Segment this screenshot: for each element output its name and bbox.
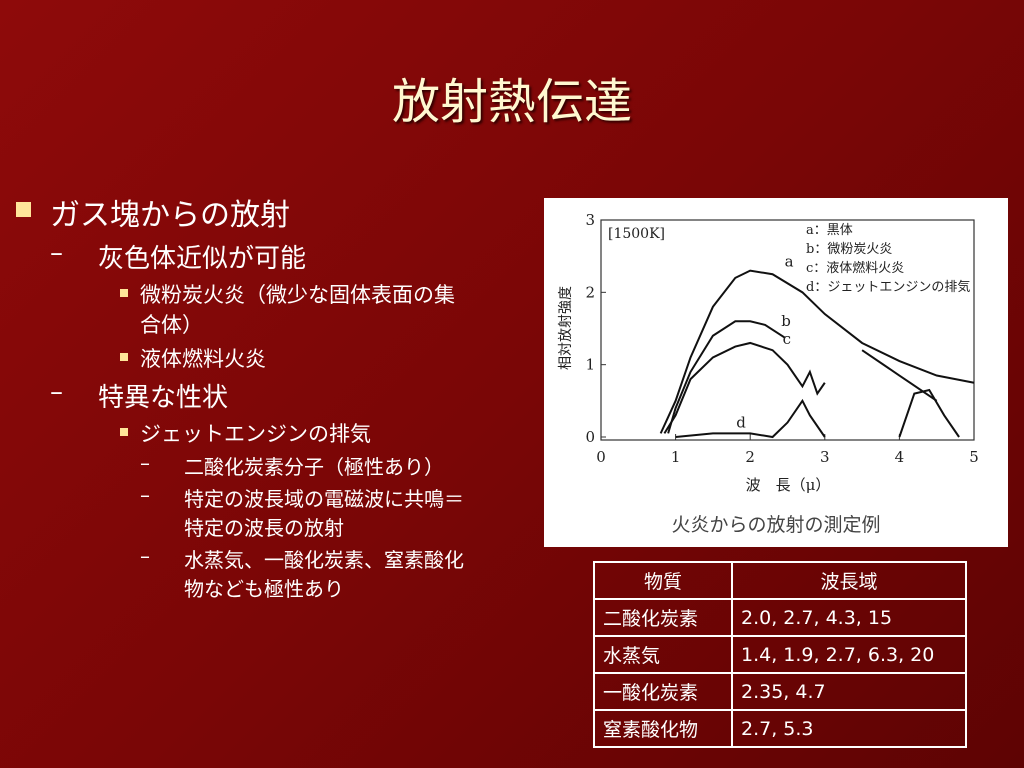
bullet-text: 特定の波長域の電磁波に共鳴＝特定の波長の放射 [184, 487, 464, 540]
slide-title: 放射熱伝達 [391, 74, 632, 130]
bullet-marker: – [50, 377, 63, 407]
wavelength-table: 物質 波長域 二酸化炭素 2.0, 2.7, 4.3, 15 水蒸気 1.4, 1.9, … [593, 561, 967, 748]
table-cell: 一酸化炭素 [593, 672, 733, 711]
bullet-item: ジェットエンジンの排気 – 二酸化炭素分子（極性あり） – 特定の波長域の電磁波に共鳴＝… [98, 418, 534, 602]
table-cell: 二酸化炭素 [593, 598, 733, 637]
bullet-marker: – [140, 483, 150, 507]
table-row: 二酸化炭素 2.0, 2.7, 4.3, 15 [593, 598, 967, 637]
x-tick-label: 1 [671, 448, 681, 466]
bullet-item: – 灰色体近似が可能微粉炭火炎（微少な固体表面の集合体） 液体燃料火炎 [50, 238, 534, 373]
bullet-item: ガス塊からの放射 – 灰色体近似が可能微粉炭火炎（微少な固体表面の集合体） 液体燃料火… [14, 190, 534, 602]
bullet-text: 灰色体近似が可能 [98, 244, 307, 274]
table-cell: 水蒸気 [593, 635, 733, 674]
bullet-text: 微粉炭火炎（微少な固体表面の集合体） [140, 283, 455, 337]
bullet-item: – 水蒸気、一酸化炭素、窒素酸化物なども極性あり [140, 544, 534, 602]
table-cell: 2.35, 4.7 [731, 672, 967, 711]
curve [663, 341, 826, 434]
table-row: 水蒸気 1.4, 1.9, 2.7, 6.3, 20 [593, 635, 967, 674]
legend-entry: c：液体燃料火炎 [806, 260, 904, 276]
x-tick-label: 0 [596, 448, 606, 466]
bullet-list: ガス塊からの放射 – 灰色体近似が可能微粉炭火炎（微少な固体表面の集合体） 液体燃料火… [14, 190, 534, 606]
legend-entry: a：黒体 [806, 223, 853, 238]
bullet-item: – 二酸化炭素分子（極性あり） [140, 451, 534, 480]
bullet-text: 水蒸気、一酸化炭素、窒素酸化物なども極性あり [184, 548, 464, 601]
x-tick-label: 4 [895, 448, 905, 466]
annotation: [1500K] [608, 226, 665, 242]
x-tick-label: 5 [969, 448, 979, 466]
legend-entry: b：微粉炭火炎 [806, 242, 892, 257]
figure: [1500K] 相対放射強度 波 長（μ） 火炎からの放射の測定例 0 1 2 3 4 5… [544, 198, 1008, 547]
bullet-text: ジェットエンジンの排気 [140, 422, 371, 446]
bullet-text: 液体燃料火炎 [140, 347, 266, 371]
bullet-text: 特異な性状 [98, 383, 229, 413]
plot-frame [600, 219, 975, 441]
curve-label: c [783, 330, 791, 348]
bullet-marker [120, 289, 128, 297]
bullet-marker: – [140, 451, 150, 475]
table-header-cell: 物質 [593, 561, 733, 600]
table-cell: 窒素酸化物 [593, 709, 733, 748]
bullet-text: 二酸化炭素分子（極性あり） [184, 455, 444, 479]
bullet-marker: – [50, 238, 63, 268]
caption: 火炎からの放射の測定例 [671, 514, 880, 536]
y-axis-label: 相対放射強度 [558, 286, 574, 370]
x-axis-label: 波 長（μ） [746, 476, 831, 494]
bullet-item: – 特異な性状ジェットエンジンの排気 – 二酸化炭素分子（極性あり） – 特定の波長域の電… [50, 377, 534, 602]
bullet-marker: – [140, 544, 150, 568]
x-tick-label: 3 [820, 448, 830, 466]
x-tick-label: 2 [745, 448, 755, 466]
bullet-marker [120, 428, 128, 436]
y-tick-label: 2 [585, 283, 595, 301]
table-header: 物質 波長域 [593, 561, 967, 600]
y-tick-label: 3 [585, 211, 595, 229]
y-tick-label: 0 [585, 428, 595, 446]
bullet-item: – 特定の波長域の電磁波に共鳴＝特定の波長の放射 [140, 483, 534, 541]
table-cell: 2.7, 5.3 [731, 709, 967, 748]
curve [659, 269, 975, 434]
curve-label: b [781, 312, 791, 330]
curve [675, 388, 960, 439]
curve-label: a [785, 252, 794, 270]
bullet-marker [120, 353, 128, 361]
curve [667, 320, 938, 434]
figure-background [544, 198, 1008, 547]
bullet-item: 微粉炭火炎（微少な固体表面の集合体） [98, 279, 534, 339]
table-row: 窒素酸化物 2.7, 5.3 [593, 709, 967, 748]
bullet-marker [16, 202, 31, 217]
table-header-cell: 波長域 [731, 561, 967, 600]
bullet-text: ガス塊からの放射 [50, 198, 290, 233]
table-row: 一酸化炭素 2.35, 4.7 [593, 672, 967, 711]
table-cell: 1.4, 1.9, 2.7, 6.3, 20 [731, 635, 967, 674]
y-tick-label: 1 [585, 356, 595, 374]
curve-label: d [736, 413, 746, 431]
bullet-item: 液体燃料火炎 [98, 343, 534, 373]
legend-entry: d：ジェットエンジンの排気 [806, 279, 970, 295]
table-cell: 2.0, 2.7, 4.3, 15 [731, 598, 967, 637]
